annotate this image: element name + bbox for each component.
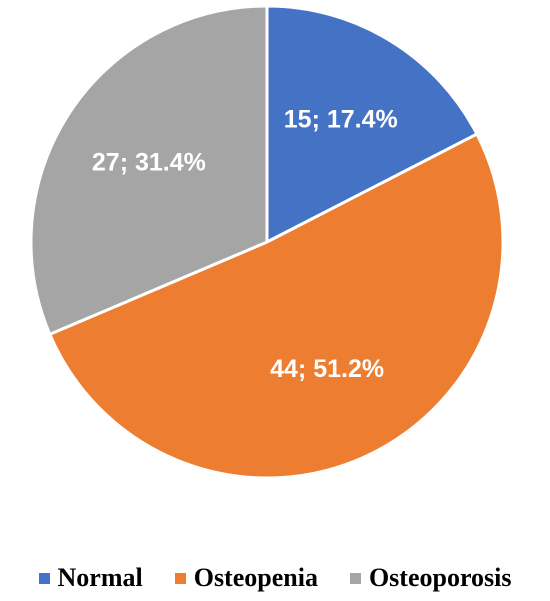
legend-swatch-normal (38, 572, 50, 584)
legend-item-osteopenia: Osteopenia (174, 563, 318, 593)
legend-label-osteopenia: Osteopenia (193, 563, 318, 592)
legend-item-normal: Normal (38, 563, 143, 593)
pie-slice-osteopenia (48, 132, 505, 480)
legend-label-normal: Normal (57, 563, 143, 592)
legend: Normal Osteopenia Osteoporosis (0, 560, 550, 596)
data-label-osteoporosis: 27; 31.4% (92, 148, 206, 176)
legend-swatch-osteoporosis (349, 572, 361, 584)
pie-slice-normal (265, 4, 479, 244)
pie-slice-osteoporosis (29, 4, 269, 336)
pie-chart-svg: 15; 17.4% 44; 51.2% 27; 31.4% (29, 4, 505, 480)
legend-swatch-osteopenia (174, 572, 186, 584)
legend-label-osteoporosis: Osteoporosis (368, 563, 512, 592)
legend-item-osteoporosis: Osteoporosis (349, 563, 512, 593)
data-label-normal: 15; 17.4% (284, 106, 398, 134)
data-label-osteopenia: 44; 51.2% (270, 355, 384, 383)
